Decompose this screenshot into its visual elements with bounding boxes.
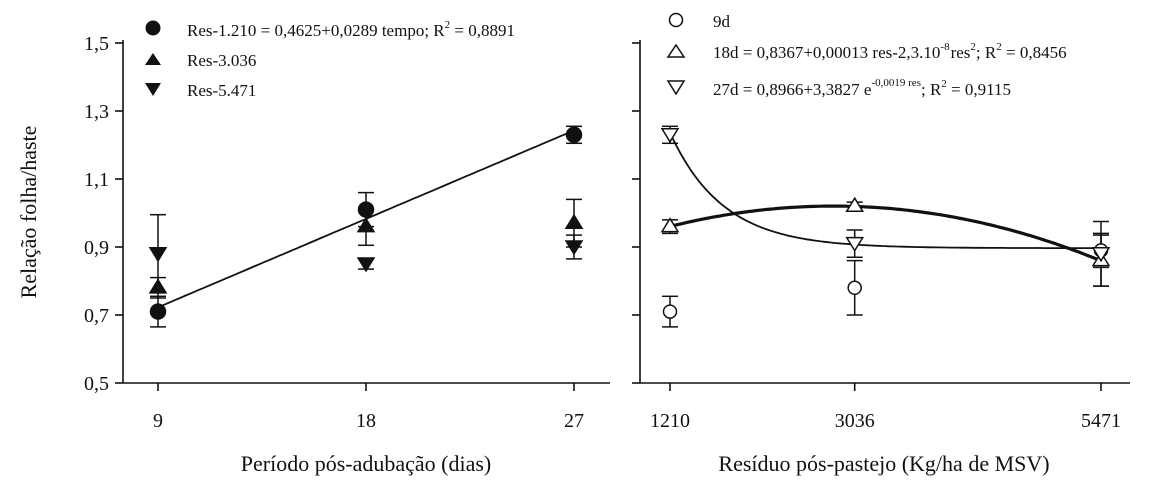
data-point-res-5-471: [356, 257, 376, 273]
data-point-27d: [1091, 247, 1111, 263]
data-point-27d: [660, 128, 680, 144]
left-x-tick-label: 9: [153, 410, 163, 432]
data-point-9d: [662, 304, 678, 319]
legend-marker-res-3036: [145, 53, 161, 65]
y-tick-label: 0,5: [84, 373, 109, 395]
legend-marker-18d: [666, 43, 686, 58]
legend-label-res-3036: Res-3.036: [187, 51, 256, 70]
legend-marker-res-1210: [145, 20, 161, 36]
right-x-axis-title: Resíduo pós-pastejo (Kg/ha de MSV): [718, 451, 1049, 476]
left-x-tick-label: 18: [356, 410, 376, 432]
y-tick-label: 1,1: [84, 169, 109, 191]
data-point-res-3-036: [148, 278, 168, 294]
left-x-ticks: 9 18 27: [153, 383, 584, 432]
left-y-ticks: 0,5 0,7 0,9 1,1 1,3 1,5: [84, 33, 123, 395]
legend-marker-res-5471: [145, 83, 161, 96]
data-point-res-5-471: [564, 240, 584, 256]
right-markers: [660, 128, 1111, 319]
right-x-tick-label: 5471: [1081, 410, 1121, 432]
legend-label-res-5471: Res-5.471: [187, 81, 256, 100]
data-point-18d: [660, 217, 680, 233]
right-error-bars: [662, 125, 1109, 328]
y-tick-label: 0,9: [84, 237, 109, 259]
legend-label-27d: 27d = 0,8966+3,3827 e-0,0019 res; R2 = 0…: [713, 77, 1011, 99]
data-point-res-5-471: [148, 247, 168, 263]
left-legend: Res-1.210 = 0,4625+0,0289 tempo; R2 = 0,…: [145, 19, 515, 100]
right-x-tick-label: 1210: [650, 410, 690, 432]
left-markers: [148, 126, 584, 320]
y-tick-label: 1,3: [84, 101, 109, 123]
fit-line-18d: [669, 204, 1102, 263]
legend-label-9d: 9d: [713, 12, 731, 31]
y-tick-label: 0,7: [84, 305, 109, 327]
y-tick-label: 1,5: [84, 33, 109, 55]
data-point-9d: [847, 280, 862, 296]
data-point-27d: [845, 236, 865, 253]
data-point-res-1-210: [565, 126, 583, 144]
right-y-ticks: [632, 42, 640, 384]
legend-label-res-1210: Res-1.210 = 0,4625+0,0289 tempo; R2 = 0,…: [187, 19, 515, 40]
right-legend: 9d 18d = 0,8367+0,00013 res-2,3.10-8res2…: [666, 12, 1067, 99]
left-x-axis-title: Período pós-adubação (dias): [241, 451, 491, 476]
legend-label-18d: 18d = 0,8367+0,00013 res-2,3.10-8res2; R…: [713, 41, 1067, 62]
data-point-res-3-036: [356, 217, 376, 233]
left-y-axis-title: Relação folha/haste: [16, 126, 41, 299]
legend-marker-27d: [666, 80, 686, 96]
right-x-tick-label: 3036: [835, 410, 875, 432]
right-x-ticks: 1210 3036 5471: [650, 383, 1121, 432]
right-fit-lines: [669, 132, 1102, 263]
left-x-tick-label: 27: [564, 410, 584, 432]
data-point-res-1-210: [149, 303, 167, 320]
data-point-18d: [845, 196, 865, 212]
legend-marker-9d: [668, 12, 684, 28]
data-point-res-3-036: [564, 213, 584, 229]
fit-line-27d: [669, 132, 1101, 250]
right-panel: 1210 3036 5471 Resíduo pós-pastejo (Kg/ha …: [632, 12, 1130, 476]
left-panel: 0,5 0,7 0,9 1,1 1,3 1,5 9 18 27 Relação folha/h…: [16, 19, 610, 476]
data-point-res-1-210: [357, 201, 375, 218]
